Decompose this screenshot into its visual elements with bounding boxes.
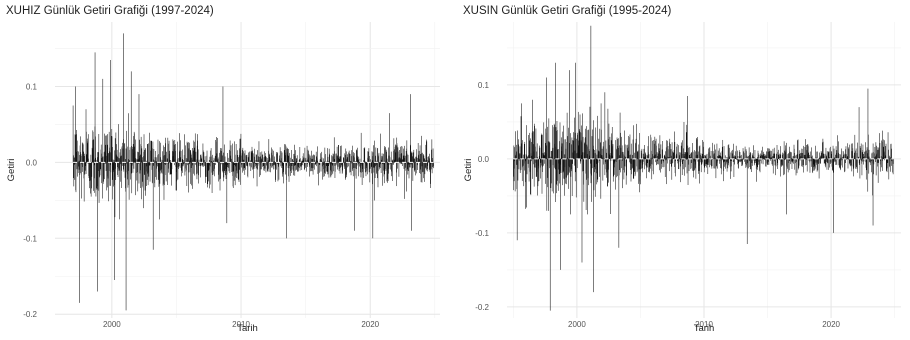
x-tick-label: 2010 [695, 320, 713, 329]
x-tick-label: 2020 [361, 320, 379, 329]
y-axis-label: Getiri [6, 159, 17, 182]
return-series [513, 25, 894, 311]
y-tick-label: 0.0 [26, 158, 38, 167]
y-tick-label: -0.1 [23, 234, 37, 243]
y-tick-label: 0.1 [478, 81, 490, 90]
y-axis-label: Getiri [463, 159, 474, 182]
chart-panel-xusin: XUSIN Günlük Getiri Grafiği (1995-2024) -… [455, 0, 910, 340]
gridlines [507, 22, 901, 318]
chart-panel-xuhiz: XUHIZ Günlük Getiri Grafiği (1997-2024) -… [0, 0, 450, 340]
y-tick-label: 0.0 [478, 155, 490, 164]
y-tick-label: -0.2 [23, 310, 37, 319]
y-tick-label: -0.1 [475, 229, 489, 238]
x-axis-label: Tarih [237, 323, 258, 334]
chart-title: XUSIN Günlük Getiri Grafiği (1995-2024) [463, 5, 672, 17]
x-tick-label: 2000 [103, 320, 121, 329]
chart-xuhiz: XUHIZ Günlük Getiri Grafiği (1997-2024) -… [6, 5, 440, 334]
y-tick-label: 0.1 [26, 83, 38, 92]
chart-xusin: XUSIN Günlük Getiri Grafiği (1995-2024) -… [463, 5, 901, 334]
x-tick-label: 2010 [232, 320, 250, 329]
chart-title: XUHIZ Günlük Getiri Grafiği (1997-2024) [6, 5, 214, 17]
x-tick-label: 2020 [822, 320, 840, 329]
return-series [72, 33, 434, 311]
x-tick-label: 2000 [568, 320, 586, 329]
x-axis-label: Tarih [694, 323, 715, 334]
y-tick-label: -0.2 [475, 303, 489, 312]
